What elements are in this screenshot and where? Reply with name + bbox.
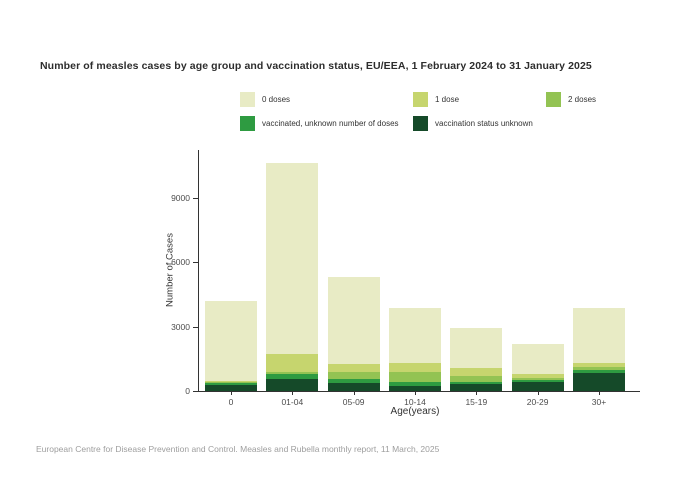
chart-title: Number of measles cases by age group and… [40, 60, 592, 72]
bar-segment [511, 373, 564, 378]
bar-segment [572, 370, 625, 374]
bar-segment [572, 367, 625, 371]
y-tick-mark [193, 262, 198, 264]
bar-segment [327, 364, 380, 373]
x-tick-label: 10-14 [404, 397, 426, 407]
bar-segment [327, 383, 380, 391]
y-tick-label: 0 [185, 386, 190, 396]
bar-segment [327, 372, 380, 380]
bar-01-04 [266, 150, 319, 391]
bar-segment [388, 386, 441, 391]
bar-segment [511, 377, 564, 380]
legend-swatch [413, 92, 428, 107]
bar-segment [205, 381, 257, 382]
bar-segment [450, 382, 503, 385]
x-tick-mark [598, 391, 600, 395]
x-tick-label: 20-29 [526, 397, 549, 407]
bar-segment [450, 327, 503, 369]
bar-segment [572, 363, 625, 368]
bar-segment [205, 300, 257, 382]
bar-0 [205, 150, 257, 391]
bar-20-29 [511, 150, 564, 391]
bar-05-09 [327, 150, 380, 391]
y-axis-line [198, 150, 199, 392]
x-tick-label: 15-19 [465, 397, 488, 407]
bar-segment [511, 343, 564, 374]
bar-segment [327, 379, 380, 384]
x-axis-title: Age(years) [390, 406, 440, 417]
y-tick-mark [193, 198, 198, 199]
bar-segment [205, 382, 257, 385]
y-tick-mark [193, 326, 198, 328]
y-axis-title: Number of Cases [164, 233, 176, 307]
bar-segment [266, 354, 319, 373]
legend-swatch [240, 116, 255, 131]
bar-30+ [572, 150, 625, 391]
bar-segment [266, 379, 319, 391]
x-tick-mark [476, 391, 478, 395]
bar-segment [511, 381, 564, 391]
legend-swatch [546, 92, 561, 107]
y-tick-mark [193, 391, 198, 392]
x-tick-mark [353, 391, 355, 395]
x-tick-label: 01-04 [281, 397, 304, 407]
bar-10-14 [388, 150, 441, 391]
bar-segment [205, 381, 257, 383]
legend-label: 1 dose [435, 95, 460, 104]
x-tick-label: 30+ [591, 397, 607, 407]
legend-label: vaccination status unknown [435, 119, 533, 128]
bar-segment [388, 372, 441, 383]
legend-label: vaccinated, unknown number of doses [262, 119, 399, 128]
bar-segment [266, 374, 319, 380]
bar-segment [266, 372, 319, 375]
bar-segment [511, 379, 564, 382]
x-tick-mark [537, 391, 539, 395]
legend-label: 0 doses [262, 95, 291, 104]
legend-swatch [413, 116, 428, 131]
y-tick-label: 9000 [171, 193, 190, 203]
bar-segment [388, 307, 441, 364]
bar-segment [450, 384, 503, 391]
bar-segment [388, 363, 441, 373]
bar-segment [572, 308, 625, 364]
bar-segment [450, 368, 503, 377]
x-tick-mark [414, 391, 416, 395]
x-axis-line [198, 391, 640, 392]
y-tick-label: 3000 [171, 321, 190, 332]
legend-swatch [240, 92, 255, 107]
bar-segment [266, 162, 319, 355]
x-tick-label: 05-09 [342, 397, 365, 407]
x-tick-mark [231, 391, 232, 395]
bar-segment [450, 376, 503, 383]
x-tick-mark [292, 391, 294, 395]
bar-segment [388, 382, 441, 387]
source-caption: European Centre for Disease Prevention a… [36, 444, 440, 454]
bar-15-19 [450, 150, 503, 391]
plot-area: 0 3000 6000 9000 0 01-04 05-09 10-14 15-19 20-29 3… [171, 150, 640, 407]
bar-segment [205, 384, 257, 391]
legend-label: 2 doses [568, 95, 597, 104]
y-tick-label: 6000 [171, 257, 190, 268]
bar-segment [327, 277, 380, 365]
bar-segment [572, 373, 625, 391]
x-tick-label: 0 [228, 397, 234, 407]
